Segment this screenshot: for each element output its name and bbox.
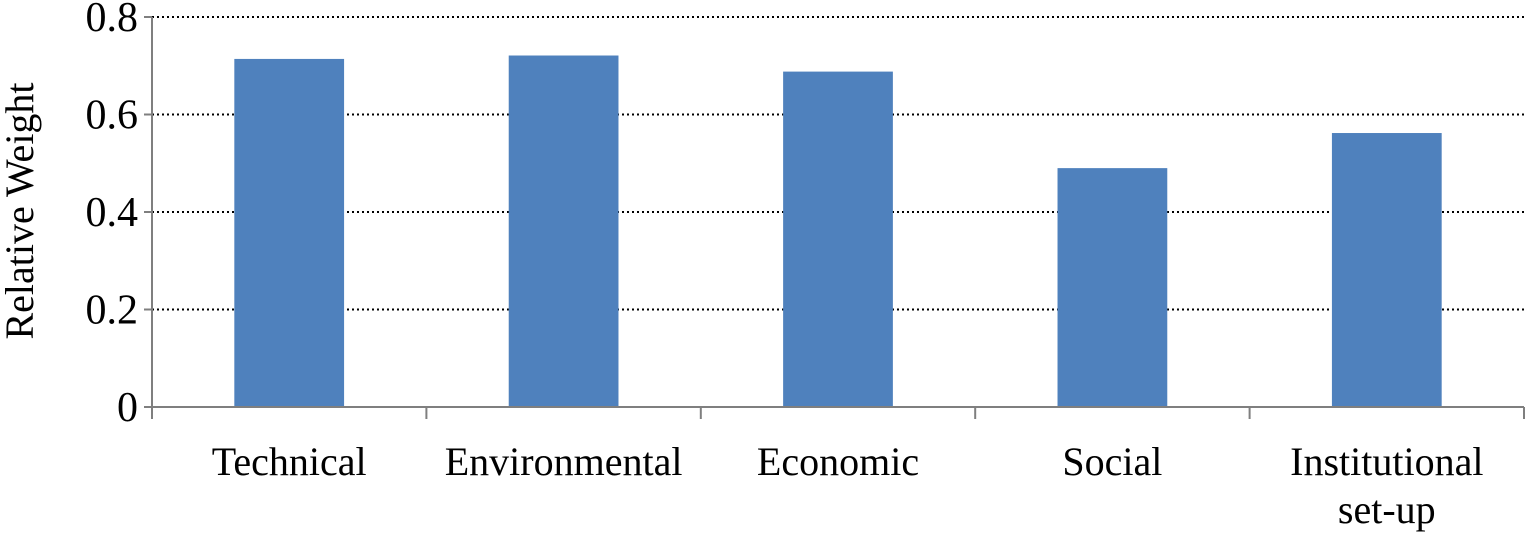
bar [1057,168,1168,407]
x-category-label: Economic [757,439,919,484]
bar [508,55,619,407]
y-tick-label: 0.8 [86,0,139,41]
x-category-labels: Technical Environmental Economic Social Inst… [212,439,1484,532]
axes [144,16,1525,419]
y-axis-title: Relative Weight [0,82,42,339]
bar [783,71,893,407]
y-tick-label: 0.2 [86,288,139,334]
y-tick-label: 0 [117,385,138,431]
x-category-label: Institutional set-up [1290,439,1483,532]
bar [1331,133,1442,407]
y-tick-labels: 0 0.2 0.4 0.6 0.8 [86,0,139,431]
bars [234,55,1442,408]
y-tick-label: 0.4 [86,190,139,236]
y-tick-label: 0.6 [86,93,139,139]
x-category-label: Technical [212,439,367,484]
x-category-label: Social [1062,439,1162,484]
bar [234,58,345,408]
x-category-label: Environmental [445,439,683,484]
